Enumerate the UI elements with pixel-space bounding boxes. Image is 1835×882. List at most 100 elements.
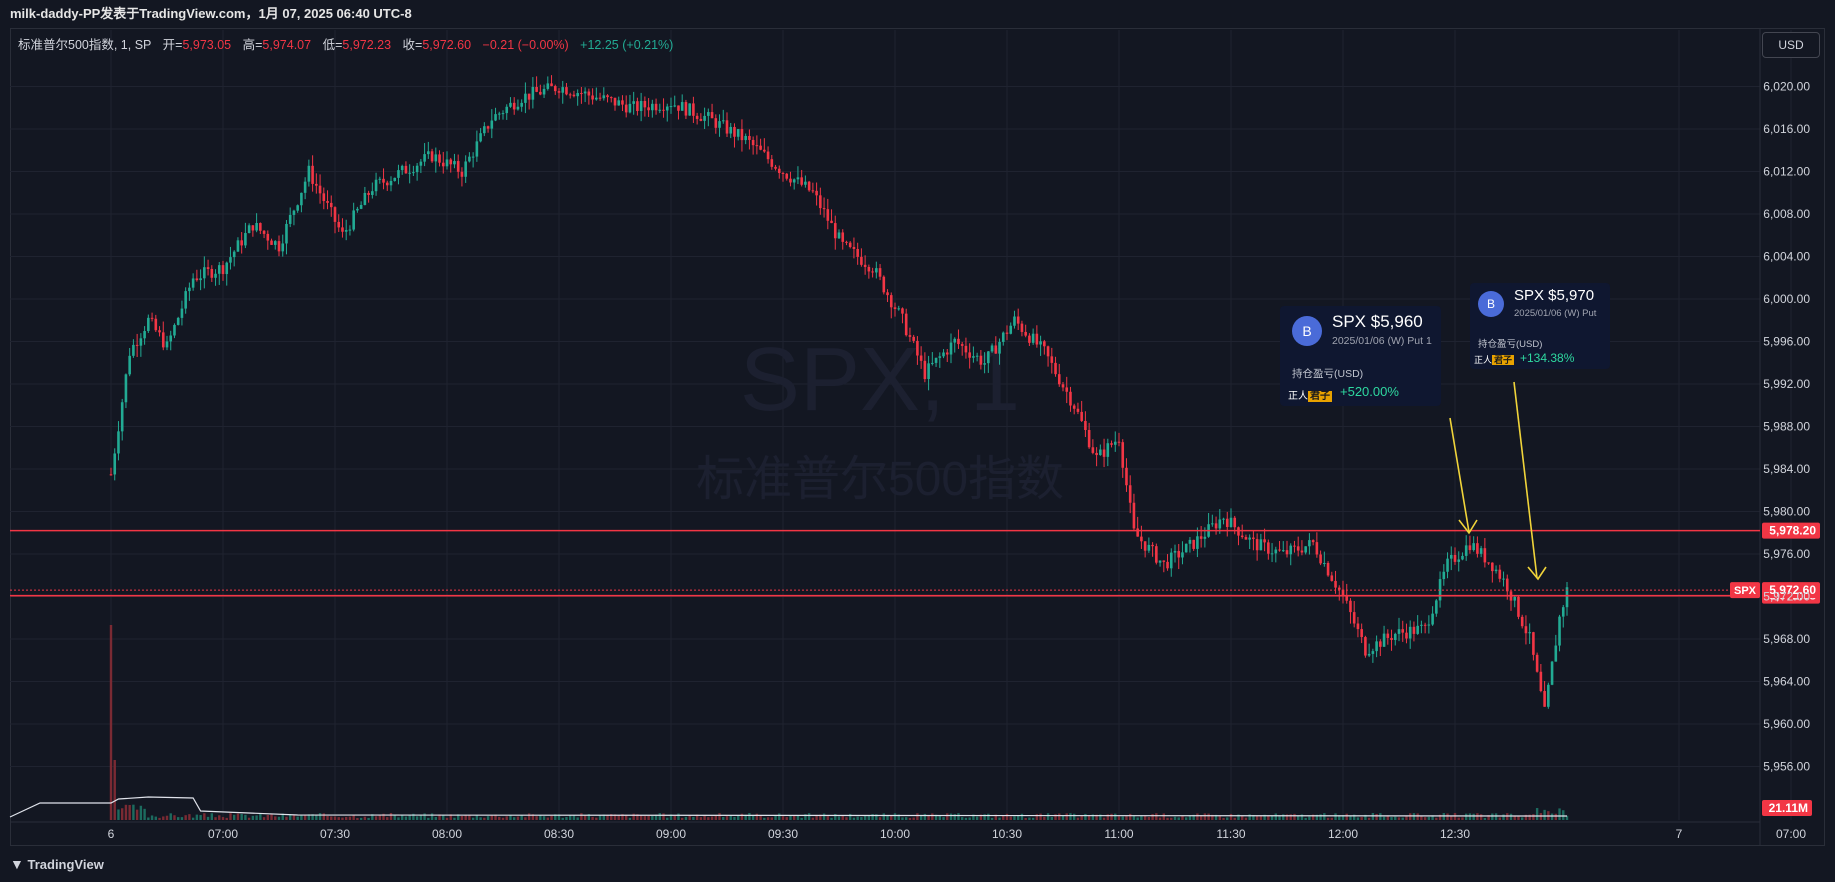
candle-body — [1125, 467, 1128, 486]
volume-bar — [1562, 810, 1565, 820]
volume-bar — [1300, 814, 1304, 820]
candle-body — [1457, 559, 1461, 562]
candle-body — [919, 355, 923, 361]
candle-body — [423, 154, 426, 162]
volume-bar — [1431, 815, 1434, 820]
volume-bar — [729, 815, 732, 820]
arrow-2-head — [1527, 566, 1547, 581]
candle-body — [1528, 632, 1531, 634]
volume-bar — [863, 815, 867, 820]
candle-body — [169, 335, 173, 342]
candle-body — [300, 192, 303, 206]
volume-bar — [1386, 815, 1389, 820]
candle-body — [1513, 597, 1517, 601]
volume-bar — [763, 817, 766, 820]
y-tick-label: 5,980.00 — [1763, 505, 1810, 519]
volume-bar — [972, 814, 975, 820]
volume-bar — [875, 814, 878, 820]
volume-bar — [1513, 815, 1516, 820]
candle-body — [934, 357, 938, 363]
volume-bar — [931, 813, 934, 820]
volume-bar — [1274, 813, 1277, 820]
volume-bar — [830, 817, 833, 820]
candle-body — [1028, 335, 1031, 343]
volume-bar — [841, 816, 844, 820]
tradingview-brand[interactable]: ▼ TradingView — [10, 856, 104, 872]
candle-body — [1352, 612, 1356, 624]
volume-bar — [486, 816, 490, 820]
candle-body — [1520, 616, 1524, 627]
y-tick-label: 5,988.00 — [1763, 420, 1810, 434]
volume-bar — [434, 817, 437, 820]
volume-bar — [1028, 817, 1031, 820]
volume-bar — [501, 817, 505, 820]
grid-lines — [10, 28, 1792, 846]
volume-bar — [1002, 815, 1005, 820]
candle-body — [531, 86, 535, 100]
candle-body — [613, 97, 617, 106]
trade-card-1: B SPX $5,960 2025/01/06 (W) Put 1 持仓盈亏(U… — [1280, 306, 1441, 406]
volume-bar — [180, 817, 184, 820]
candle-body — [1263, 539, 1266, 543]
volume-bar — [681, 817, 684, 820]
volume-bar — [994, 814, 997, 820]
candle-body — [266, 233, 270, 241]
candle-body — [139, 338, 143, 346]
volume-bar — [893, 813, 897, 820]
volume-bar — [173, 815, 176, 820]
volume-bar — [1465, 813, 1468, 820]
candle-body — [318, 185, 322, 194]
candle-body — [1379, 641, 1382, 647]
candle-body — [456, 161, 460, 172]
candle-body — [677, 105, 680, 111]
volume-bar — [498, 816, 501, 820]
candle-body — [150, 317, 154, 319]
volume-bar — [397, 817, 400, 820]
candle-body — [453, 161, 456, 165]
volume-bar — [598, 815, 602, 820]
candle-body — [703, 115, 706, 121]
candle-body — [1072, 405, 1076, 409]
x-tick-label: 09:00 — [656, 827, 686, 841]
volume-bar — [1009, 816, 1012, 820]
watermark-symbol: SPX, 1 — [740, 330, 1020, 430]
volume-bar — [722, 816, 725, 820]
candle-body — [867, 266, 871, 272]
candle-body — [960, 344, 964, 346]
volume-bar — [1487, 815, 1490, 820]
volume-bar — [1125, 815, 1128, 820]
volume-bar — [755, 813, 759, 820]
volume-bar — [1162, 813, 1165, 820]
candle-body — [901, 308, 904, 314]
volume-bar — [1476, 813, 1479, 820]
volume-bar — [1255, 815, 1259, 820]
volume-bar — [1409, 813, 1412, 820]
volume-bar — [1524, 814, 1528, 820]
candle-body — [1046, 346, 1050, 357]
volume-bar — [1506, 813, 1509, 820]
candle-body — [1218, 519, 1222, 529]
volume-bar — [919, 814, 923, 820]
candle-body — [1087, 430, 1091, 448]
candle-body — [382, 178, 385, 183]
volume-bar — [1423, 817, 1427, 820]
volume-bar — [1420, 816, 1423, 820]
candle-body — [1158, 560, 1162, 563]
candle-body — [580, 93, 583, 95]
volume-bar — [748, 813, 751, 820]
candle-body — [512, 102, 516, 110]
volume-bar — [572, 814, 576, 820]
card-badge: 正人 君子 — [1474, 355, 1515, 365]
volume-bar — [975, 816, 979, 820]
volume-bar — [1498, 817, 1501, 820]
volume-bar — [1099, 814, 1102, 820]
candle-body — [1401, 629, 1405, 633]
currency-button[interactable]: USD — [1762, 32, 1820, 58]
candle-body — [949, 342, 953, 355]
candle-body — [912, 336, 915, 341]
candle-body — [553, 86, 557, 92]
candle-body — [1449, 555, 1453, 559]
volume-bar — [281, 813, 284, 820]
volume-bar — [990, 817, 994, 820]
